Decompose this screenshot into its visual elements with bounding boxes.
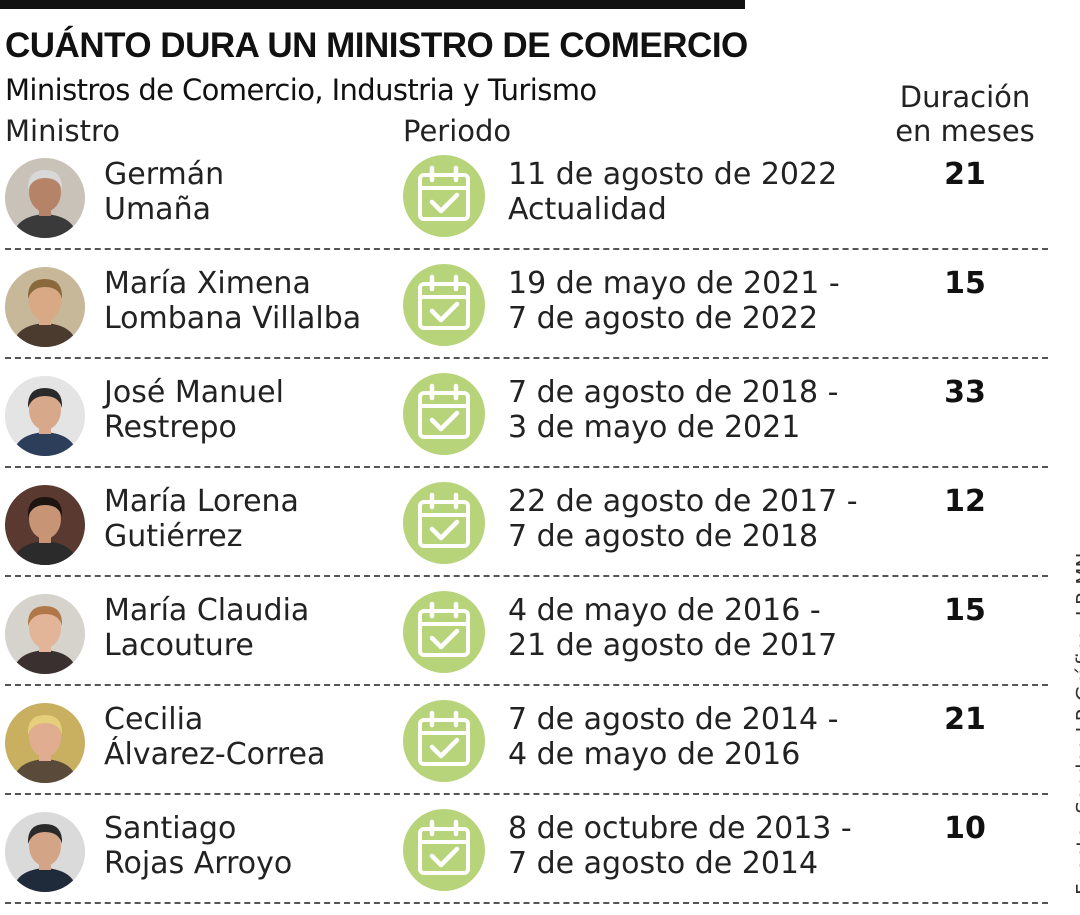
period-start: 8 de octubre de 2013 -: [508, 811, 852, 846]
minister-name-line1: María Claudia: [104, 593, 310, 628]
period-end: 7 de agosto de 2022: [508, 301, 819, 336]
minister-name-line1: José Manuel: [104, 375, 284, 410]
minister-name: Cecilia Álvarez-Correa: [104, 702, 325, 772]
minister-period: 7 de agosto de 2018 -3 de mayo de 2021: [508, 375, 838, 445]
minister-name-line2: Rojas Arroyo: [104, 846, 293, 881]
minister-name-line2: Restrepo: [104, 410, 237, 445]
column-header-periodo: Periodo: [403, 114, 512, 148]
minister-name: María Ximena Lombana Villalba: [104, 266, 361, 336]
period-start: 19 de mayo de 2021 -: [508, 266, 840, 301]
minister-name-line1: Germán: [104, 157, 225, 192]
calendar-check-icon: [403, 809, 485, 891]
minister-row: Germán Umaña 11 de agosto de 2022 Actualida…: [0, 153, 1050, 261]
minister-photo: [5, 703, 85, 783]
duration-months: 33: [944, 375, 986, 410]
duration-months: 12: [944, 484, 986, 519]
duration-months: 21: [944, 702, 986, 737]
minister-row: Santiago Rojas Arroyo 8 de octubre de 2013…: [0, 807, 1050, 915]
period-end: 21 de agosto de 2017: [508, 628, 838, 663]
calendar-check-icon: [403, 373, 485, 455]
minister-name-line1: Santiago: [104, 811, 237, 846]
calendar-check-icon: [403, 700, 485, 782]
period-start: 22 de agosto de 2017 -: [508, 484, 858, 519]
period-end: 7 de agosto de 2014: [508, 846, 819, 881]
minister-row: María Ximena Lombana Villalba 19 de mayo d…: [0, 262, 1050, 370]
page-title: CUÁNTO DURA UN MINISTRO DE COMERCIO: [5, 26, 748, 65]
minister-name-line2: Umaña: [104, 192, 211, 227]
column-header-duracion-line2: en meses: [895, 114, 1035, 148]
minister-photo: [5, 376, 85, 456]
minister-name: Germán Umaña: [104, 157, 224, 227]
duration-months: 15: [944, 266, 986, 301]
minister-name: María Lorena Gutiérrez: [104, 484, 299, 554]
calendar-check-icon: [403, 155, 485, 237]
minister-period: 7 de agosto de 2014 -4 de mayo de 2016: [508, 702, 838, 772]
column-header-duracion: Duración en meses: [895, 80, 1035, 148]
source-credit: Fuente: Sondeo LR Gráfico: LR-MN: [1072, 552, 1080, 895]
page-subtitle: Ministros de Comercio, Industria y Turis…: [5, 73, 597, 107]
minister-name-line2: Lacouture: [104, 628, 254, 663]
minister-photo: [5, 812, 85, 892]
minister-period: 8 de octubre de 2013 -7 de agosto de 201…: [508, 811, 852, 881]
minister-photo: [5, 485, 85, 565]
duration-months: 10: [944, 811, 986, 846]
minister-name-line2: Álvarez-Correa: [104, 737, 326, 772]
minister-period: 4 de mayo de 2016 -21 de agosto de 2017: [508, 593, 837, 663]
period-end: Actualidad: [508, 192, 667, 227]
period-end: 7 de agosto de 2018: [508, 519, 819, 554]
minister-name: María Claudia Lacouture: [104, 593, 309, 663]
minister-row: María Lorena Gutiérrez 22 de agosto de 201…: [0, 480, 1050, 588]
minister-photo: [5, 594, 85, 674]
top-rule: [0, 0, 745, 9]
column-header-duracion-line1: Duración: [899, 80, 1031, 114]
row-divider: [5, 575, 1048, 577]
minister-row: Cecilia Álvarez-Correa 7 de agosto de 2014…: [0, 698, 1050, 806]
column-header-ministro: Ministro: [5, 114, 121, 148]
minister-period: 22 de agosto de 2017 -7 de agosto de 201…: [508, 484, 858, 554]
row-divider: [5, 902, 1048, 904]
minister-row: María Claudia Lacouture 4 de mayo de 2016 …: [0, 589, 1050, 697]
row-divider: [5, 357, 1048, 359]
duration-months: 15: [944, 593, 986, 628]
duration-months: 21: [944, 157, 986, 192]
minister-photo: [5, 267, 85, 347]
period-end: 4 de mayo de 2016: [508, 737, 801, 772]
minister-name-line2: Lombana Villalba: [104, 301, 362, 336]
minister-name-line1: María Lorena: [104, 484, 299, 519]
minister-name-line1: Cecilia: [104, 702, 204, 737]
minister-period: 11 de agosto de 2022 Actualidad: [508, 157, 837, 227]
calendar-check-icon: [403, 264, 485, 346]
row-divider: [5, 684, 1048, 686]
minister-name-line2: Gutiérrez: [104, 519, 243, 554]
period-start: 7 de agosto de 2018 -: [508, 375, 839, 410]
row-divider: [5, 793, 1048, 795]
period-end: 3 de mayo de 2021: [508, 410, 801, 445]
calendar-check-icon: [403, 591, 485, 673]
row-divider: [5, 466, 1048, 468]
period-start: 4 de mayo de 2016 -: [508, 593, 821, 628]
period-start: 7 de agosto de 2014 -: [508, 702, 839, 737]
row-divider: [5, 248, 1048, 250]
minister-name-line1: María Ximena: [104, 266, 311, 301]
period-start: 11 de agosto de 2022: [508, 157, 838, 192]
minister-name: José Manuel Restrepo: [104, 375, 284, 445]
minister-period: 19 de mayo de 2021 -7 de agosto de 2022: [508, 266, 840, 336]
calendar-check-icon: [403, 482, 485, 564]
minister-name: Santiago Rojas Arroyo: [104, 811, 292, 881]
minister-row: José Manuel Restrepo 7 de agosto de 2018 -…: [0, 371, 1050, 479]
minister-photo: [5, 158, 85, 238]
